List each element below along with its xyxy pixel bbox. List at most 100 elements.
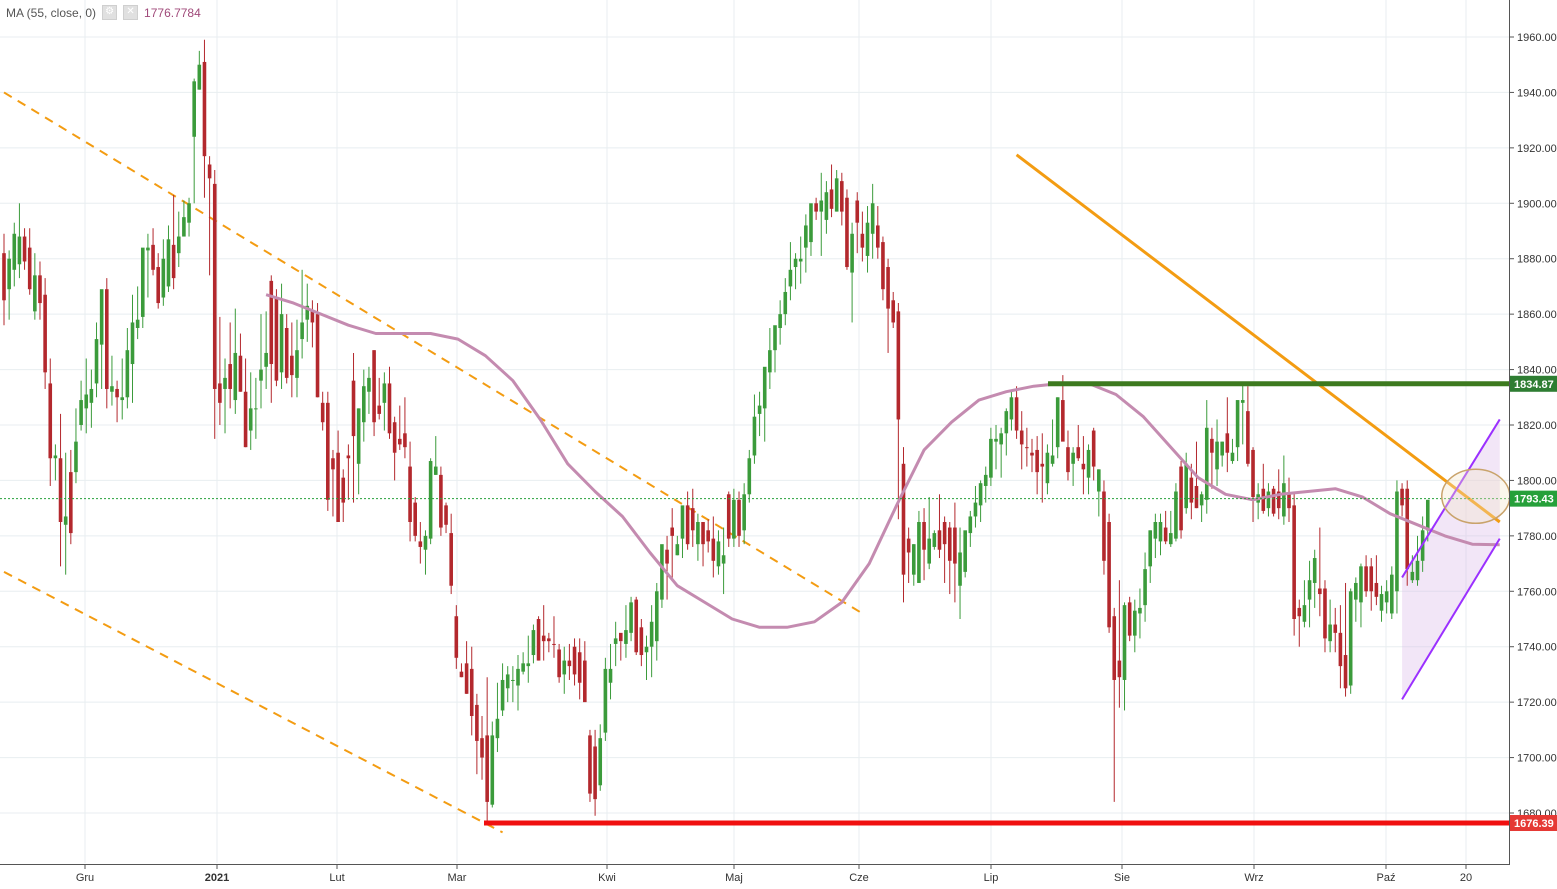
candle-body [1266,491,1271,509]
candle-body [1240,400,1245,403]
candle-body [511,679,515,681]
candle-body [1066,447,1070,473]
time-tick-label: Mar [448,872,467,884]
candle-body [742,494,746,531]
candle-body [94,339,99,384]
candle-body [1107,522,1111,628]
candle-body [480,738,484,758]
candle-body [696,522,700,545]
candle-body [994,438,998,442]
candle-body [577,652,582,683]
candle-body [1004,411,1009,434]
price-tick-label: 1860.00 [1517,309,1557,321]
rising-channel-lower-line[interactable] [1401,538,1501,700]
candle-body [1215,441,1219,470]
candle-body [541,635,546,642]
candle-body [1235,400,1240,448]
candle-body [264,352,268,367]
candle-body [1204,427,1209,500]
gear-icon[interactable]: ⚙ [102,5,118,20]
candle-body [624,630,628,644]
candle-body [284,328,289,378]
candle-body [860,233,865,248]
candle-body [238,355,243,392]
candle-body [161,258,166,298]
candle-body [947,527,952,561]
candle-body [757,405,762,414]
descending-trendline[interactable] [1015,153,1501,524]
candle-body [459,671,464,678]
candle-body [768,350,772,373]
dashed-channel-lower-line[interactable] [3,570,504,834]
candle-body [99,289,104,345]
candle-body [1210,438,1214,453]
candle-body [418,541,423,547]
candle-body [439,474,443,528]
candle-body [1055,397,1060,448]
moving-average-line[interactable] [265,293,1500,629]
candle-body [1415,560,1420,581]
time-tick-label: Cze [849,872,869,884]
grid-lines [0,0,1509,863]
candle-body [110,386,114,392]
candle-body [983,474,988,486]
candle-body [598,738,603,786]
candle-body [526,663,531,667]
rising-channel-upper-line[interactable] [1401,418,1501,578]
candle-body [1425,499,1430,531]
candle-body [182,217,186,237]
candle-body [1359,566,1363,603]
candle-body [408,466,412,522]
candle-body [79,400,83,425]
candle-body [259,369,263,381]
candle-body [557,649,561,678]
candle-body [387,383,392,434]
candle-body [1040,463,1045,467]
candle-body [613,638,618,644]
candle-body [660,544,664,600]
candle-body [367,377,371,392]
candle-body [310,311,315,323]
price-marker-badge [1510,375,1557,392]
dashed-channel-upper-line[interactable] [3,91,863,615]
candle-body [1410,571,1415,581]
candle-body [403,433,407,448]
candle-body [942,522,947,545]
candle-body [315,314,320,398]
close-icon[interactable]: ✕ [123,5,139,20]
candle-body [1374,582,1379,597]
time-tick-label: Sie [1114,872,1130,884]
candle-body [423,535,428,550]
candle-body [397,438,402,445]
candle-body [634,599,639,653]
candle-body [1019,430,1024,445]
candle-body [1061,400,1065,442]
candle-body [824,192,829,220]
candle-body [619,632,623,642]
candle-body [737,499,741,536]
candle-body [171,244,176,279]
candle-body [732,499,736,539]
candle-body [845,197,849,268]
candle-body [901,463,906,575]
candle-body [1112,616,1117,680]
candle-body [819,200,824,212]
candle-body [166,239,171,287]
candle-body [603,668,608,733]
candle-body [711,538,716,561]
candle-body [223,377,227,389]
time-tick-label: 20 [1460,872,1472,884]
candle-body [865,222,870,256]
candle-body [670,527,674,536]
candles-group [2,39,1430,822]
candle-body [505,674,510,689]
highlight-circle[interactable] [1441,468,1511,525]
candle-body [1086,449,1091,478]
price-tick-label: 1880.00 [1517,254,1557,266]
candle-body [1292,505,1296,619]
candle-body [341,477,346,503]
candle-body [829,189,834,209]
